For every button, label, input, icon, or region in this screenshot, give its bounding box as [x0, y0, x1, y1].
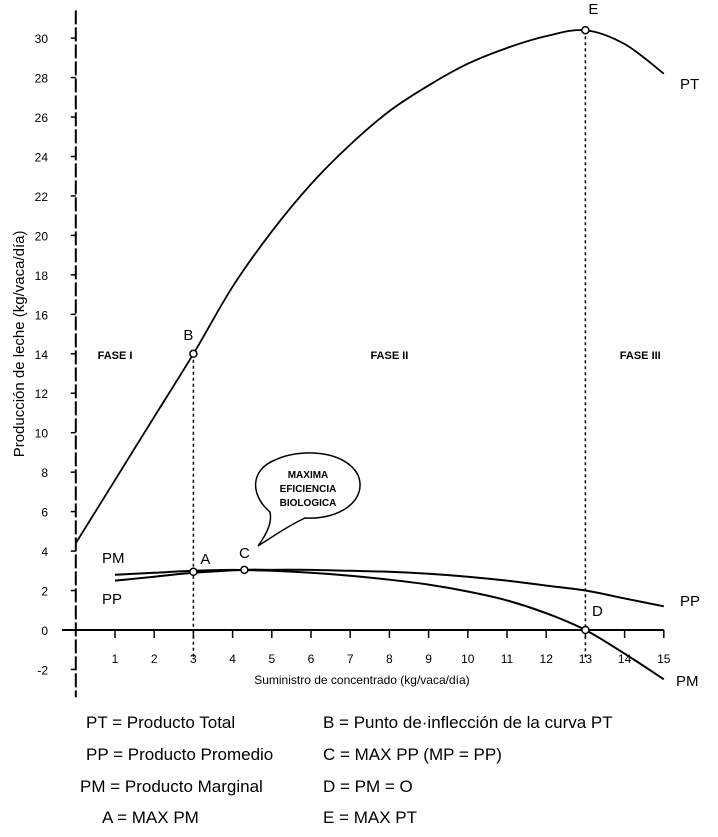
x-tick-label: 13 — [579, 652, 593, 666]
x-tick-label: 7 — [347, 652, 354, 666]
point-label-b: B — [183, 327, 193, 344]
legend-d: D = PM = O — [323, 777, 413, 796]
series-pt — [75, 29, 665, 544]
y-tick-label: 2 — [41, 585, 48, 599]
y-tick-label: 16 — [35, 308, 49, 322]
x-tick-label: 10 — [461, 652, 475, 666]
y-tick-label: 0 — [41, 624, 48, 638]
y-axis-label: Producción de leche (kg/vaca/día) — [11, 231, 28, 458]
legend-pp: PP = Producto Promedio — [86, 745, 274, 764]
x-tick-label: 11 — [501, 652, 514, 666]
legend-c: C = MAX PP (MP = PP) — [323, 745, 502, 764]
phase-label: FASE II — [370, 350, 408, 362]
y-tick-label: 4 — [41, 545, 48, 559]
x-axis-label: Suministro de concentrado (kg/vaca/día) — [254, 673, 469, 687]
x-tick-label: 5 — [268, 652, 275, 666]
label-pp-left: PP — [102, 591, 122, 608]
label-pt: PT — [680, 76, 699, 93]
y-tick-label: 30 — [35, 32, 49, 46]
point-c — [240, 565, 249, 575]
legend-pt: PT = Producto Total — [86, 713, 236, 732]
series-pm — [114, 568, 665, 681]
phase-label: FASE III — [620, 350, 661, 362]
x-tick-label: 1 — [112, 652, 119, 666]
x-tick-label: 15 — [657, 652, 671, 666]
legend-e: E = MAX PT — [323, 808, 417, 827]
callout-text: MAXIMA — [288, 470, 329, 481]
y-tick-label: 28 — [35, 72, 49, 86]
point-label-c: C — [239, 545, 250, 562]
x-tick-label: 3 — [190, 652, 197, 666]
callout-text: BIOLOGICA — [280, 498, 337, 509]
point-label-d: D — [592, 603, 603, 620]
point-b — [189, 349, 198, 359]
x-tick-label: 9 — [425, 652, 432, 666]
y-tick-label: 8 — [41, 466, 48, 480]
callout-bubble — [254, 452, 361, 547]
x-tick-label: 12 — [540, 652, 554, 666]
y-tick-label: 18 — [35, 269, 49, 283]
series-pp — [114, 568, 664, 608]
legend-b: B = Punto de·inflección de la curva PT — [323, 713, 613, 732]
y-tick-label: -2 — [37, 663, 48, 677]
y-tick-label: 22 — [35, 190, 49, 204]
x-tick-label: 4 — [229, 652, 236, 666]
point-e — [581, 25, 590, 35]
y-tick-label: 12 — [35, 387, 49, 401]
point-a — [189, 567, 198, 577]
point-d — [581, 625, 590, 635]
legend-a: A = MAX PM — [102, 808, 199, 827]
y-tick-label: 10 — [35, 427, 49, 441]
x-tick-label: 2 — [151, 652, 158, 666]
y-tick-label: 6 — [41, 506, 48, 520]
callout-text: EFICIENCIA — [280, 484, 337, 495]
label-pm-left: PM — [102, 550, 125, 567]
legend-pm: PM = Producto Marginal — [80, 777, 263, 796]
y-tick-label: 20 — [35, 229, 49, 243]
x-tick-label: 6 — [308, 652, 315, 666]
x-tick-label: 8 — [386, 652, 393, 666]
y-tick-label: 14 — [35, 348, 49, 362]
label-pm-right: PM — [676, 673, 699, 690]
point-label-a: A — [200, 551, 210, 568]
phase-label: FASE I — [98, 350, 133, 362]
y-tick-label: 26 — [35, 111, 49, 125]
label-pp-right: PP — [680, 593, 700, 610]
point-label-e: E — [588, 1, 598, 18]
y-tick-label: 24 — [35, 150, 49, 164]
